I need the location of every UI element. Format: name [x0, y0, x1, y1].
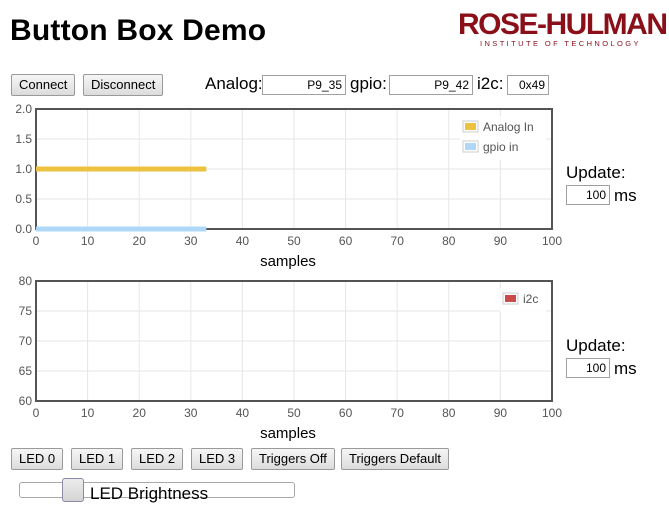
- legend-entry: gpio in: [483, 140, 518, 154]
- led-brightness-slider-thumb[interactable]: [62, 478, 84, 502]
- x-tick-label: 40: [236, 234, 250, 248]
- y-tick-label: 0.5: [15, 192, 32, 206]
- led1-button[interactable]: LED 1: [71, 448, 124, 470]
- chart1-legend: Analog In gpio in: [460, 116, 546, 160]
- x-tick-label: 40: [236, 406, 250, 420]
- y-tick-label: 75: [19, 304, 33, 318]
- update-interval-input-1[interactable]: [566, 185, 610, 205]
- analog-label: Analog:: [205, 74, 263, 93]
- x-tick-label: 0: [33, 406, 40, 420]
- gpio-pin-input[interactable]: [389, 75, 473, 95]
- gpio-label: gpio:: [350, 74, 387, 93]
- x-tick-label: 80: [442, 406, 456, 420]
- legend-entry: Analog In: [483, 120, 534, 134]
- chart1-series: [36, 166, 207, 232]
- chart2-frame: [35, 280, 553, 402]
- chart2-legend: i2c: [500, 288, 546, 312]
- y-tick-label: 60: [19, 394, 33, 408]
- x-tick-label: 70: [391, 234, 405, 248]
- x-tick-label: 20: [133, 406, 147, 420]
- x-tick-label: 10: [81, 406, 95, 420]
- i2c-address-input[interactable]: [507, 75, 549, 95]
- led-brightness-label: LED Brightness: [90, 484, 209, 503]
- x-tick-label: 20: [133, 234, 147, 248]
- legend-swatch: [465, 123, 476, 130]
- x-tick-label: 0: [33, 234, 40, 248]
- triggers-off-button[interactable]: Triggers Off: [251, 448, 335, 470]
- x-tick-label: 30: [184, 406, 198, 420]
- update-label-2: Update:: [566, 336, 626, 355]
- analog-pin-input[interactable]: [262, 75, 346, 95]
- i2c-chart: 60 65 70 75 80 0 10 20 30 40 50 60 70 80 90 100 sample…: [19, 274, 563, 442]
- disconnect-button[interactable]: Disconnect: [83, 74, 164, 96]
- y-tick-label: 0.0: [15, 222, 32, 236]
- x-tick-label: 70: [391, 406, 405, 420]
- led2-button[interactable]: LED 2: [131, 448, 184, 470]
- y-tick-label: 1.0: [15, 162, 32, 176]
- y-tick-label: 2.0: [15, 102, 32, 116]
- x-tick-label: 90: [494, 406, 508, 420]
- x-tick-label: 100: [542, 234, 562, 248]
- chart1-x-ticks: 0 10 20 30 40 50 60 70 80 90 100: [33, 234, 563, 248]
- update-interval-input-2[interactable]: [566, 358, 610, 378]
- logo-sub-text: INSTITUTE OF TECHNOLOGY: [480, 39, 641, 48]
- led-brightness-slider-track[interactable]: [19, 482, 295, 498]
- x-tick-label: 50: [287, 234, 301, 248]
- y-tick-label: 70: [19, 334, 33, 348]
- x-tick-label: 30: [184, 234, 198, 248]
- update-unit-2: ms: [614, 359, 637, 378]
- legend-entry: i2c: [523, 292, 538, 306]
- x-tick-label: 90: [494, 234, 508, 248]
- chart2-x-axis-label: samples: [260, 425, 316, 442]
- chart1-y-ticks: 0.0 0.5 1.0 1.5 2.0: [15, 102, 32, 236]
- rose-hulman-logo: ROSE-HULMAN INSTITUTE OF TECHNOLOGY: [458, 10, 668, 49]
- connect-button[interactable]: Connect: [11, 74, 76, 96]
- y-tick-label: 80: [19, 274, 33, 288]
- analog-gpio-chart: 0.0 0.5 1.0 1.5 2.0 0 10 20 30 40 50 60 70 80 90 100 s…: [15, 102, 563, 270]
- x-tick-label: 10: [81, 234, 95, 248]
- triggers-default-button[interactable]: Triggers Default: [341, 448, 449, 470]
- x-tick-label: 60: [339, 234, 353, 248]
- chart2-y-ticks: 60 65 70 75 80: [19, 274, 33, 408]
- y-tick-label: 1.5: [15, 132, 32, 146]
- i2c-label: i2c:: [477, 74, 504, 93]
- update-label-1: Update:: [566, 163, 626, 182]
- logo-main-text: ROSE-HULMAN: [458, 8, 668, 41]
- x-tick-label: 50: [287, 406, 301, 420]
- x-tick-label: 100: [542, 406, 562, 420]
- legend-swatch: [505, 295, 516, 302]
- x-tick-label: 60: [339, 406, 353, 420]
- led0-button[interactable]: LED 0: [11, 448, 64, 470]
- led3-button[interactable]: LED 3: [191, 448, 244, 470]
- y-tick-label: 65: [19, 364, 33, 378]
- chart1-x-axis-label: samples: [260, 253, 316, 270]
- page-title: Button Box Demo: [10, 14, 267, 47]
- update-unit-1: ms: [614, 186, 637, 205]
- x-tick-label: 80: [442, 234, 456, 248]
- chart2-grid: [35, 280, 553, 402]
- legend-swatch: [465, 143, 476, 150]
- chart2-x-ticks: 0 10 20 30 40 50 60 70 80 90 100: [33, 406, 563, 420]
